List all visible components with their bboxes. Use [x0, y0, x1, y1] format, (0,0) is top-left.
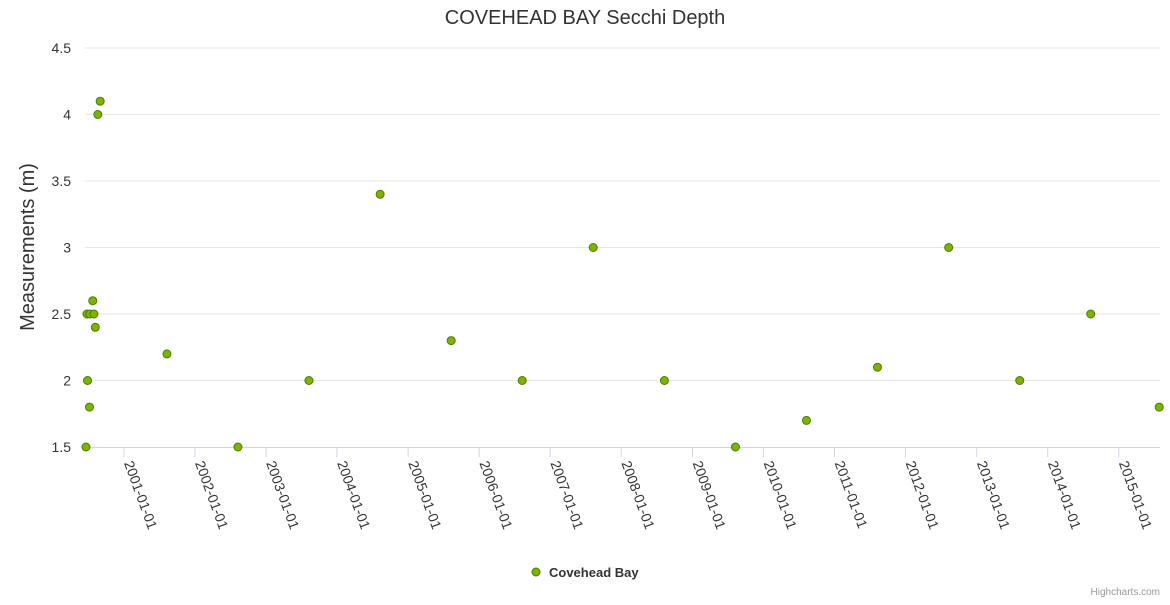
- data-point: [88, 296, 98, 306]
- chart-title: COVEHEAD BAY Secchi Depth: [445, 7, 726, 29]
- data-point: [872, 362, 882, 372]
- legend[interactable]: Covehead Bay: [531, 565, 639, 580]
- x-axis-ticks: 2001-01-01 2002-01-01 2003-01-01 2004-01-01…: [121, 447, 1156, 532]
- x-tick-label: 2009-01-01: [690, 459, 730, 532]
- x-tick-label: 2013-01-01: [974, 459, 1014, 532]
- x-tick-label: 2004-01-01: [334, 459, 374, 532]
- y-axis-label: Measurements (m): [17, 163, 39, 331]
- data-point: [233, 442, 243, 452]
- data-point: [801, 415, 811, 425]
- legend-label: Covehead Bay: [549, 565, 639, 580]
- x-tick-label: 2005-01-01: [405, 459, 445, 532]
- x-tick-label: 2015-01-01: [1116, 459, 1156, 532]
- data-point: [588, 243, 598, 252]
- data-point: [90, 322, 100, 332]
- x-tick-label: 2001-01-01: [121, 459, 161, 532]
- data-point: [84, 402, 94, 412]
- credits-link[interactable]: Highcharts.com: [1091, 587, 1160, 598]
- data-point: [81, 442, 91, 452]
- y-tick-label: 3.5: [52, 173, 72, 189]
- x-tick-label: 2014-01-01: [1045, 459, 1085, 532]
- data-point: [1154, 402, 1164, 412]
- data-point: [304, 376, 314, 385]
- data-point: [1086, 309, 1096, 319]
- x-tick-label: 2011-01-01: [832, 459, 871, 531]
- grid-lines: [85, 47, 1160, 381]
- data-point: [95, 96, 105, 106]
- data-point: [517, 376, 527, 385]
- data-points: [81, 96, 1164, 452]
- data-point: [93, 110, 103, 119]
- data-point: [659, 376, 669, 385]
- y-axis-ticks: 1.5 2 2.5 3 3.5 4 4.5: [52, 40, 72, 455]
- legend-marker: [531, 567, 541, 577]
- x-tick-label: 2008-01-01: [618, 459, 658, 532]
- data-point: [375, 189, 385, 199]
- x-tick-label: 2012-01-01: [903, 459, 943, 532]
- data-point: [162, 349, 172, 359]
- data-point: [446, 336, 456, 346]
- y-tick-label: 2: [63, 373, 71, 389]
- data-point: [83, 376, 93, 385]
- x-tick-label: 2007-01-01: [547, 459, 587, 532]
- data-point: [730, 442, 740, 452]
- x-tick-label: 2003-01-01: [263, 459, 303, 532]
- y-tick-label: 4: [63, 107, 71, 123]
- y-tick-label: 1.5: [52, 439, 72, 455]
- data-point: [1015, 376, 1025, 385]
- y-tick-label: 2.5: [52, 306, 72, 322]
- x-tick-label: 2010-01-01: [761, 459, 801, 532]
- data-point: [89, 309, 99, 319]
- x-tick-label: 2006-01-01: [476, 459, 516, 532]
- x-tick-label: 2002-01-01: [192, 459, 232, 532]
- y-tick-label: 3: [63, 240, 71, 256]
- data-point: [944, 243, 954, 252]
- y-tick-label: 4.5: [52, 40, 72, 56]
